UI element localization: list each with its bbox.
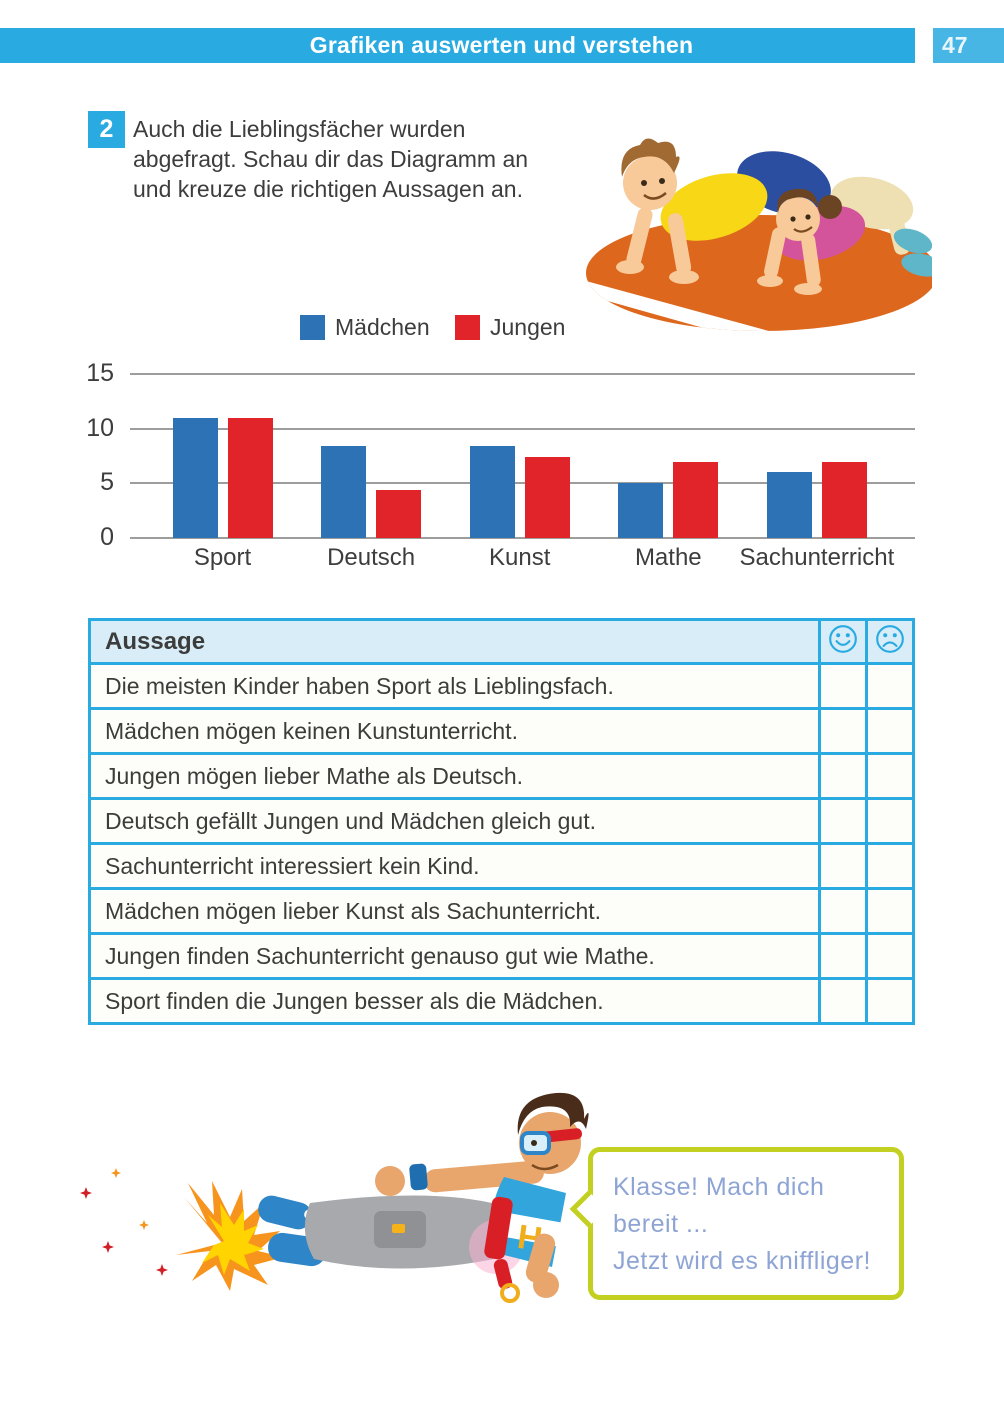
- page-number: 47: [942, 32, 968, 58]
- statement-text: Mädchen mögen lieber Kunst als Sachunter…: [88, 887, 821, 935]
- sad-checkbox-cell[interactable]: [865, 977, 915, 1025]
- sad-column-header: [865, 618, 915, 665]
- sad-checkbox-cell[interactable]: [865, 842, 915, 890]
- statements-tbody: Die meisten Kinder haben Sport als Liebl…: [88, 662, 915, 1025]
- gridline-10: [130, 427, 915, 430]
- bar-sachunterricht-jungen: [821, 461, 867, 538]
- hero-hair: [517, 1092, 589, 1135]
- header-bar: Grafiken auswerten und verstehen: [0, 28, 915, 63]
- legend-item-girls: Mädchen: [300, 314, 430, 341]
- happy-checkbox-cell[interactable]: [818, 842, 868, 890]
- happy-smiley-icon: [829, 625, 857, 653]
- speech-line-1: Klasse! Mach dich bereit ...: [613, 1173, 825, 1238]
- statement-row-5: Sachunterricht interessiert kein Kind.: [88, 842, 915, 890]
- page-number-box: 47: [933, 28, 1004, 63]
- statement-row-4: Deutsch gefällt Jungen und Mädchen gleic…: [88, 797, 915, 845]
- sad-checkbox-cell[interactable]: [865, 887, 915, 935]
- statements-table: Aussage Die meisten Kinder: [88, 618, 915, 1025]
- category-label-deutsch: Deutsch: [327, 544, 416, 571]
- sad-checkbox-cell[interactable]: [865, 752, 915, 800]
- bar-sachunterricht-maedchen: [766, 472, 812, 538]
- sad-checkbox-cell[interactable]: [865, 932, 915, 980]
- legend-item-boys: Jungen: [455, 314, 565, 341]
- hero-belt: [484, 1196, 513, 1260]
- y-axis-tick-5: 5: [100, 468, 114, 497]
- hero-front-arm: [525, 1233, 556, 1283]
- kids-start-line-illustration: [586, 138, 932, 331]
- sad-checkbox-cell[interactable]: [865, 797, 915, 845]
- task-instruction: Auch die Lieblingsfächer wurden abgefrag…: [133, 116, 529, 202]
- statement-text: Deutsch gefällt Jungen und Mädchen gleic…: [88, 797, 821, 845]
- speech-line-2: Jetzt wird es kniffliger!: [613, 1247, 871, 1275]
- y-axis-tick-10: 10: [86, 413, 114, 442]
- category-label-sport: Sport: [193, 544, 252, 571]
- happy-column-header: [818, 618, 868, 665]
- statement-text: Mädchen mögen keinen Kunstunterricht.: [88, 707, 821, 755]
- category-label-mathe: Mathe: [634, 544, 702, 571]
- happy-checkbox-cell[interactable]: [818, 797, 868, 845]
- aussage-header: Aussage: [88, 618, 821, 665]
- girls-legend-label: Mädchen: [335, 314, 430, 340]
- gridline-5: [130, 482, 915, 485]
- bar-kunst-maedchen: [469, 446, 515, 538]
- statement-text: Jungen mögen lieber Mathe als Deutsch.: [88, 752, 821, 800]
- statement-row-3: Jungen mögen lieber Mathe als Deutsch.: [88, 752, 915, 800]
- spark-stars: [80, 1168, 168, 1276]
- task-number-badge: 2: [88, 111, 125, 148]
- bar-chart: 0 5 10 15 Sport Deutsch Kunst Mathe Sachunterric…: [0, 355, 1004, 587]
- boys-legend-label: Jungen: [490, 314, 566, 340]
- y-axis-tick-0: 0: [100, 523, 114, 551]
- happy-checkbox-cell[interactable]: [818, 662, 868, 710]
- bar-mathe-jungen: [673, 461, 719, 538]
- bar-deutsch-maedchen: [321, 446, 367, 538]
- statement-text: Jungen finden Sachunterricht genauso gut…: [88, 932, 821, 980]
- happy-checkbox-cell[interactable]: [818, 707, 868, 755]
- bar-deutsch-jungen: [376, 489, 422, 538]
- start-line: [586, 281, 780, 331]
- page-title: Grafiken auswerten und verstehen: [309, 32, 694, 58]
- statement-row-2: Mädchen mögen keinen Kunstunterricht.: [88, 707, 915, 755]
- happy-checkbox-cell[interactable]: [818, 932, 868, 980]
- speech-bubble: Klasse! Mach dich bereit ... Jetzt wird …: [569, 1147, 904, 1300]
- statement-text: Sachunterricht interessiert kein Kind.: [88, 842, 821, 890]
- sad-checkbox-cell[interactable]: [865, 662, 915, 710]
- bar-sport-maedchen: [172, 417, 218, 538]
- flying-hero-illustration: H: [80, 1092, 589, 1303]
- category-label-sachunterricht: Sachunterricht: [739, 544, 895, 571]
- statement-text: Die meisten Kinder haben Sport als Liebl…: [88, 662, 821, 710]
- statement-row-6: Mädchen mögen lieber Kunst als Sachunter…: [88, 887, 915, 935]
- happy-checkbox-cell[interactable]: [818, 887, 868, 935]
- statement-text: Sport finden die Jungen besser als die M…: [88, 977, 821, 1025]
- boys-color-swatch: [455, 315, 480, 340]
- gridline-0: [130, 537, 915, 539]
- bar-mathe-maedchen: [618, 483, 664, 538]
- statement-row-7: Jungen finden Sachunterricht genauso gut…: [88, 932, 915, 980]
- girls-color-swatch: [300, 315, 325, 340]
- bar-sport-jungen: [227, 417, 273, 538]
- happy-checkbox-cell[interactable]: [818, 977, 868, 1025]
- happy-checkbox-cell[interactable]: [818, 752, 868, 800]
- y-axis-tick-15: 15: [86, 359, 114, 387]
- sad-smiley-icon: [876, 625, 904, 653]
- table-header-row: Aussage: [88, 618, 915, 665]
- statement-row-1: Die meisten Kinder haben Sport als Liebl…: [88, 662, 915, 710]
- category-label-kunst: Kunst: [489, 544, 551, 571]
- sad-checkbox-cell[interactable]: [865, 707, 915, 755]
- bar-kunst-jungen: [524, 457, 570, 538]
- statement-row-8: Sport finden die Jungen besser als die M…: [88, 977, 915, 1025]
- gridline-15: [130, 373, 915, 375]
